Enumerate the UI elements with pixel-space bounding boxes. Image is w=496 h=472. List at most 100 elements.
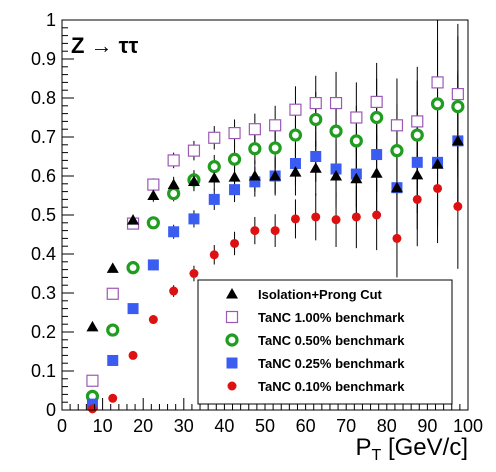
legend-label: TaNC 0.10% benchmark [258,379,405,394]
y-axis-tick-labels: 0 0.1 0.2 0.3 0.4 0.5 0.6 0.7 0.8 0.9 1 [31,10,56,420]
open-circle-marker [370,110,384,125]
filled-square-marker [411,156,423,168]
x-axis-title-unit: [GeV/c] [388,434,468,461]
open-circle-marker [207,160,221,174]
filled-circle-marker [189,269,199,278]
triangle-marker [167,178,180,190]
y-tick-label: 0.6 [31,166,56,186]
open-circle-marker [106,323,120,337]
open-square-marker [248,123,261,136]
triangle-marker [370,167,383,178]
open-square-marker [309,96,322,110]
legend-box [197,279,453,405]
triangle-marker [187,175,200,186]
filled-square-marker [330,163,342,175]
open-square-marker [289,103,302,116]
legend-label: Isolation+Prong Cut [258,287,383,302]
filled-circle-marker [453,201,463,211]
y-tick-label: 0.3 [31,283,56,303]
filled-square-marker [208,193,220,205]
open-circle-marker [309,112,323,127]
x-tick-label: 0 [57,416,67,436]
filled-square-marker [127,303,139,315]
filled-square-marker [229,184,241,196]
open-square-marker [228,126,241,140]
triangle-marker [147,189,160,200]
x-axis-title: PT [GeV/c] [356,434,469,464]
filled-square-marker [371,149,383,161]
legend-label: TaNC 0.50% benchmark [258,333,405,348]
filled-circle-marker [108,393,118,403]
open-circle-marker [288,128,303,142]
triangle-marker [269,170,282,181]
filled-circle-marker [128,350,138,360]
legend-open-square-marker [225,310,239,324]
filled-square-marker [188,213,200,225]
open-square-marker [431,76,444,89]
triangle-marker [330,170,343,181]
y-tick-label: 0.8 [31,88,56,108]
triangle-marker [248,170,261,181]
filled-square-marker [249,176,261,188]
filled-square-marker [289,158,301,170]
x-axis-title-space [381,434,388,461]
filled-circle-marker [311,212,321,222]
open-circle-marker [451,99,465,114]
open-square-marker [411,115,424,128]
legend-label: TaNC 0.25% benchmark [258,356,405,371]
open-square-marker [451,87,464,101]
open-square-marker [350,111,363,124]
filled-circle-marker [209,250,219,260]
triangle-marker [451,134,464,146]
filled-circle-marker [433,183,443,193]
x-tick-label: 80 [377,416,397,436]
filled-square-marker [168,226,180,238]
x-tick-label: 70 [336,416,356,436]
y-tick-label: 0.7 [31,127,56,147]
y-tick-label: 0.2 [31,322,56,342]
open-square-marker [390,119,404,132]
filled-circle-marker [290,214,300,224]
x-axis-title-sub: T [372,447,382,464]
open-square-marker [147,178,160,191]
filled-square-marker [86,398,98,410]
open-circle-marker [430,97,445,111]
x-axis-tick-labels: 0 10 20 30 40 50 60 70 80 90 100 [57,416,483,436]
triangle-marker [390,181,403,193]
x-tick-label: 30 [174,416,194,436]
legend-triangle-marker [226,288,238,299]
open-circle-marker [329,124,343,138]
triangle-marker [411,168,424,180]
open-square-marker [106,287,119,300]
filled-circle-marker [87,404,97,414]
open-circle-marker [349,134,363,148]
process-annotation: Z → ττ [71,33,138,58]
open-square-marker [86,374,99,387]
legend-filled-circle-marker [227,381,237,391]
triangle-marker [208,171,221,183]
open-square-marker [208,131,221,144]
open-square-marker [269,119,282,132]
open-circle-marker [248,142,262,156]
open-circle-marker [268,141,282,155]
filled-circle-marker [331,215,341,225]
y-tick-label: 1 [46,10,56,30]
filled-square-marker [147,259,159,271]
legend-label: TaNC 1.00% benchmark [258,310,405,325]
triangle-marker [86,320,99,332]
open-square-marker [187,144,201,157]
x-tick-label: 40 [214,416,234,436]
open-circle-marker [146,216,160,230]
triangle-marker [228,171,241,182]
x-tick-label: 50 [255,416,275,436]
y-tick-label: 0 [46,400,56,420]
filled-circle-marker [351,212,361,222]
open-square-marker [167,154,180,167]
filled-circle-marker [250,226,260,236]
y-tick-label: 0.4 [31,244,56,264]
open-circle-marker [390,144,404,158]
triangle-marker [127,214,140,225]
x-tick-label: 20 [133,416,153,436]
triangle-marker [350,172,363,184]
